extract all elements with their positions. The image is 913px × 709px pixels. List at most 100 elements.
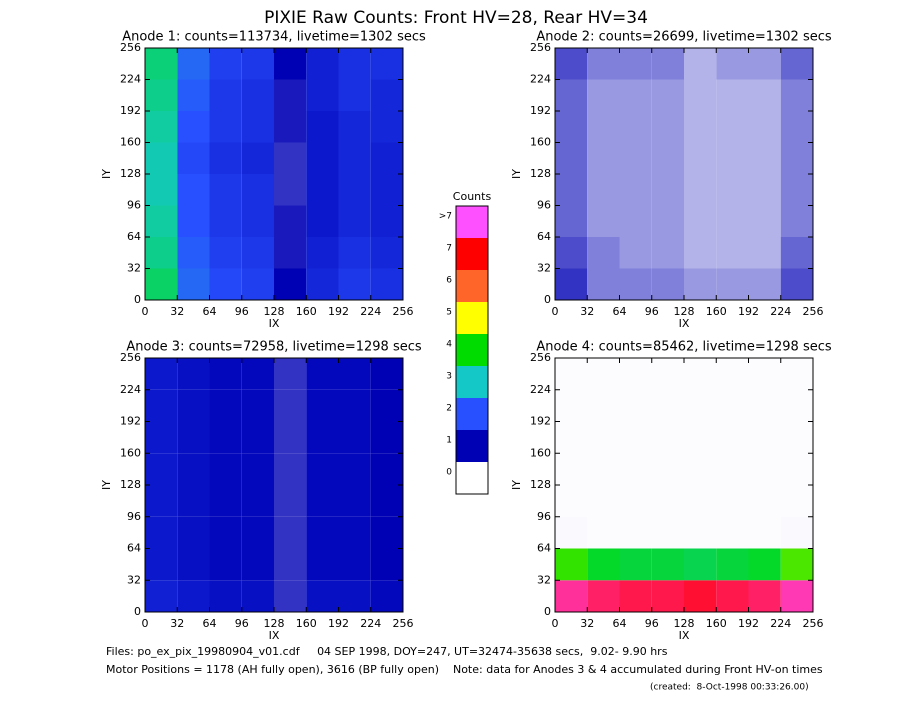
heat-cell	[716, 205, 749, 237]
colorbar-cell	[456, 398, 488, 430]
x-tick-label: 128	[674, 305, 695, 318]
heat-cell	[274, 516, 307, 549]
heat-cell	[748, 205, 781, 237]
heat-cell	[587, 358, 620, 390]
colorbar-cell	[456, 334, 488, 366]
heat-cell	[651, 48, 684, 80]
heat-cell	[306, 453, 339, 485]
heat-cell	[338, 48, 371, 80]
heat-cell	[209, 580, 242, 612]
x-tick-label: 160	[706, 617, 727, 630]
heat-cell	[684, 358, 717, 390]
y-tick-label: 128	[530, 478, 551, 491]
x-tick-label: 160	[706, 305, 727, 318]
heat-cell	[274, 358, 307, 390]
heat-cell	[587, 237, 620, 269]
heat-cell	[619, 358, 652, 390]
heat-cell	[338, 358, 371, 390]
heat-cell	[338, 516, 371, 549]
heat-cell	[209, 174, 242, 206]
heat-cell	[684, 268, 717, 300]
heat-cell	[748, 485, 781, 517]
heat-cell	[555, 389, 588, 422]
heat-cell	[651, 516, 684, 549]
heat-cell	[619, 48, 652, 80]
heat-cell	[651, 358, 684, 390]
heat-cell	[555, 580, 588, 612]
panel-title: Anode 3: counts=72958, livetime=1298 sec…	[126, 340, 422, 355]
heat-cell	[209, 237, 242, 269]
heat-cell	[684, 580, 717, 612]
heat-cell	[241, 142, 274, 174]
heat-cell	[587, 174, 620, 206]
heat-cell	[748, 79, 781, 111]
heat-cell	[145, 389, 178, 422]
heat-cell	[748, 358, 781, 390]
heat-cell	[619, 268, 652, 300]
panel-title: Anode 1: counts=113734, livetime=1302 se…	[122, 30, 426, 45]
heat-cell	[306, 174, 339, 206]
heat-cell	[145, 580, 178, 612]
y-tick-label: 224	[530, 73, 551, 86]
heat-cell	[145, 358, 178, 390]
y-tick-label: 160	[120, 136, 141, 149]
heat-cell	[684, 142, 717, 174]
heat-cell	[306, 389, 339, 422]
heat-cell	[338, 174, 371, 206]
x-tick-label: 96	[235, 305, 249, 318]
heat-cell	[716, 358, 749, 390]
heat-cell	[716, 516, 749, 549]
x-tick-label: 64	[613, 305, 627, 318]
heat-cell	[587, 111, 620, 143]
heat-cell	[177, 548, 210, 581]
heat-cell	[209, 48, 242, 80]
heat-cell	[587, 516, 620, 549]
heat-cell	[619, 548, 652, 581]
heat-cell	[555, 205, 588, 237]
x-tick-label: 96	[235, 617, 249, 630]
heat-cell	[716, 142, 749, 174]
y-tick-label: 224	[120, 383, 141, 396]
panel-title: Anode 2: counts=26699, livetime=1302 sec…	[536, 30, 832, 45]
heat-cell	[684, 111, 717, 143]
heat-cell	[684, 421, 717, 454]
y-tick-label: 96	[127, 510, 141, 523]
heat-cell	[338, 268, 371, 300]
heat-cell	[684, 48, 717, 80]
colorbar-cell	[456, 430, 488, 462]
heat-cell	[274, 421, 307, 454]
heat-cell	[209, 389, 242, 422]
heat-cell	[555, 548, 588, 581]
heat-cell	[619, 580, 652, 612]
y-tick-label: 0	[134, 293, 141, 306]
colorbar-cell	[456, 462, 488, 494]
heat-cell	[684, 548, 717, 581]
heat-cell	[587, 580, 620, 612]
y-tick-label: 256	[530, 351, 551, 364]
y-tick-label: 96	[127, 199, 141, 212]
colorbar-frame	[455, 205, 489, 495]
heat-cell	[684, 237, 717, 269]
heat-cell	[338, 389, 371, 422]
heat-cell	[177, 142, 210, 174]
heat-cell	[274, 485, 307, 517]
heat-cell	[716, 485, 749, 517]
heat-cell	[241, 174, 274, 206]
heat-cell	[587, 548, 620, 581]
heat-cell	[177, 421, 210, 454]
x-tick-label: 0	[552, 617, 559, 630]
x-tick-label: 256	[803, 617, 824, 630]
heat-cell	[145, 111, 178, 143]
heat-cell	[338, 548, 371, 581]
heat-cell	[306, 516, 339, 549]
x-tick-label: 192	[328, 305, 349, 318]
heat-cell	[555, 237, 588, 269]
colorbar-cell	[456, 366, 488, 398]
heat-cell	[651, 268, 684, 300]
heat-cell	[587, 142, 620, 174]
x-tick-label: 160	[296, 617, 317, 630]
colorbar-label: 1	[446, 436, 452, 446]
x-tick-label: 128	[264, 617, 285, 630]
heat-cell	[651, 174, 684, 206]
heat-cell	[338, 142, 371, 174]
